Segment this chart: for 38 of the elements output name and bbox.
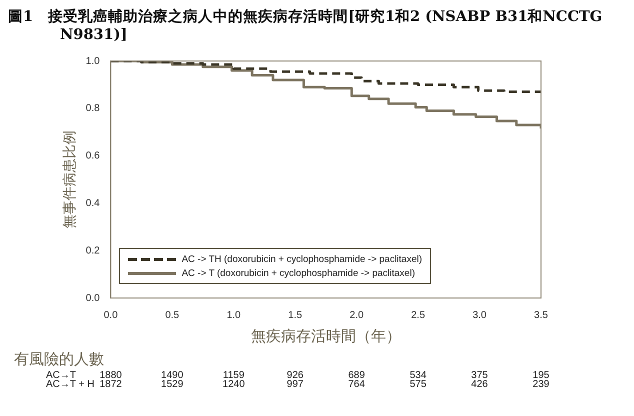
text: 375: [471, 370, 488, 381]
text: 1490: [161, 370, 184, 381]
x-tick-label: 0.5: [165, 310, 180, 321]
text: 1880: [100, 370, 122, 381]
text: 764: [348, 379, 366, 390]
y-tick-label: 0.6: [86, 150, 100, 162]
x-tick-label: 1.0: [226, 310, 242, 321]
y-axis-title: 無事件病患比例: [62, 130, 78, 228]
x-tick-label: 2.0: [350, 310, 364, 321]
y-tick-label: 0.2: [86, 245, 100, 256]
text: 1529: [161, 379, 184, 390]
text: AC→T: [46, 370, 76, 381]
text: 1240: [222, 379, 246, 390]
y-tick-label: 0.4: [86, 198, 100, 209]
chart-title: 圖1 接受乳癌輔助治療之病人中的無疾病存活時間[研究1和2 (NSABP B31和NCCTG N9831)]: [8, 8, 604, 45]
x-tick-label: 0.0: [104, 310, 118, 321]
text: 1872: [100, 379, 122, 390]
y-tick-label: 0.8: [86, 103, 100, 114]
legend-label: AC -> T (doxorubicin + cyclophosphamide -> paclitaxel): [182, 268, 415, 278]
x-tick-label: 2.5: [411, 310, 426, 321]
text: 997: [286, 379, 304, 390]
x-tick-label: 3.5: [534, 310, 548, 321]
x-axis-title: 無疾病存活時間（年）: [250, 326, 401, 345]
text: 1159: [222, 370, 245, 381]
legend-label: AC -> TH (doxorubicin + cyclophosphamide -> paclitaxel): [182, 254, 422, 264]
text: 926: [286, 370, 304, 381]
text: 有風險的人數: [14, 350, 104, 368]
x-tick-label: 3.0: [472, 310, 487, 321]
y-tick-label: 1.0: [86, 56, 100, 67]
text: 195: [532, 370, 550, 381]
text: AC→T + H: [46, 379, 94, 390]
y-tick-label: 0.0: [86, 292, 100, 304]
text: 534: [410, 370, 427, 381]
x-tick-label: 1.5: [288, 310, 302, 321]
text: 689: [348, 370, 366, 381]
text: 239: [532, 379, 550, 390]
text: 426: [471, 379, 488, 390]
text: 575: [410, 379, 427, 390]
